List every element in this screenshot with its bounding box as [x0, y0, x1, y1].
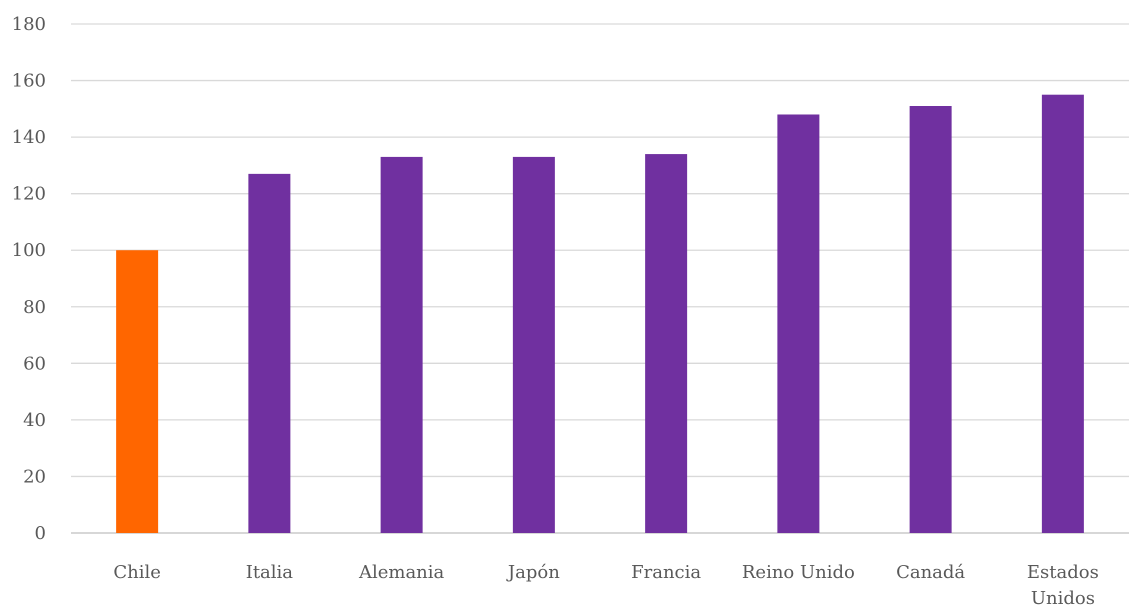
x-tick-label: Chile	[113, 562, 161, 583]
y-tick-label: 40	[23, 410, 46, 431]
bars	[116, 94, 1084, 534]
y-tick-label: 160	[12, 71, 46, 92]
bar-alemania	[380, 156, 423, 533]
bar-italia	[248, 173, 291, 533]
y-tick-label: 60	[23, 353, 46, 374]
bar-chile	[116, 250, 159, 533]
y-tick-label: 120	[12, 184, 46, 205]
bar-francia	[645, 154, 688, 534]
y-tick-label: 20	[23, 466, 46, 487]
y-tick-label: 100	[12, 240, 46, 261]
bar-jap-n	[512, 156, 555, 533]
y-tick-label: 140	[12, 127, 46, 148]
y-axis-ticks: 0 20 40 60 80 100 120 140 160 180	[12, 14, 46, 544]
bar-canad-	[909, 106, 952, 533]
x-tick-label: Alemania	[358, 562, 445, 583]
bar-estados-unidos	[1041, 94, 1084, 533]
x-tick-label: Reino Unido	[742, 562, 855, 583]
x-tick-label: Estados Unidos	[1027, 562, 1099, 609]
x-tick-label: Japón	[506, 562, 560, 583]
x-tick-label: Italia	[246, 562, 294, 583]
x-tick-label: Francia	[631, 562, 701, 583]
x-axis-labels: Chile Italia Alemania Japón Francia Reino Uni…	[113, 562, 1098, 609]
y-tick-label: 180	[12, 14, 46, 35]
gridlines	[71, 23, 1129, 534]
y-tick-label: 0	[35, 523, 46, 544]
y-tick-label: 80	[23, 297, 46, 318]
x-tick-label: Canadá	[896, 562, 965, 583]
bar-reino-unido	[777, 114, 820, 533]
